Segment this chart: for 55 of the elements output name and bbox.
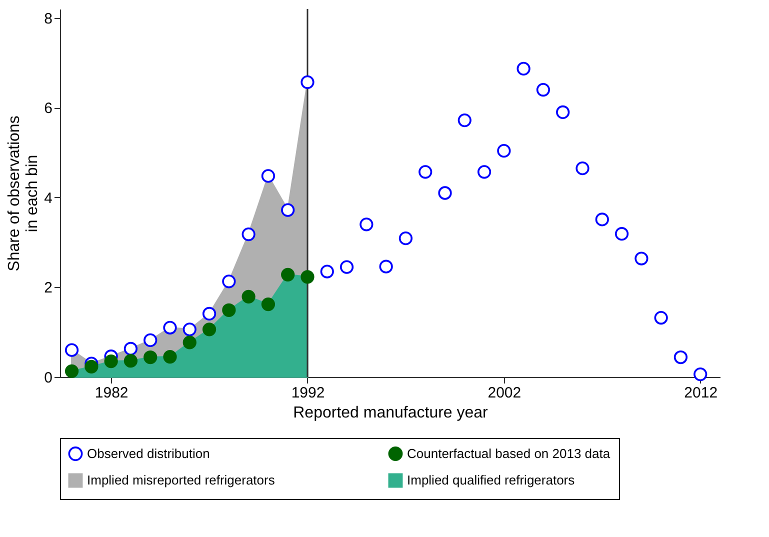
x-tick-label: 2002 — [488, 384, 522, 402]
x-tick-label: 1982 — [94, 384, 128, 402]
point — [64, 343, 79, 357]
point — [418, 165, 432, 179]
point — [654, 310, 668, 325]
y-axis-title: Share of observations in each bin — [6, 116, 42, 272]
legend-label: Observed distribution — [87, 446, 210, 461]
point — [674, 350, 688, 364]
y-tick-label: 0 — [44, 370, 52, 386]
point — [261, 169, 276, 183]
point — [124, 354, 138, 368]
y-tick-label: 6 — [44, 100, 52, 118]
point — [438, 186, 452, 200]
x-tick-label: 1992 — [291, 384, 325, 402]
y-tick-label: 8 — [44, 10, 52, 28]
point — [516, 62, 530, 76]
point — [182, 336, 196, 350]
point — [300, 75, 314, 89]
point — [300, 270, 314, 284]
point — [340, 260, 354, 274]
x-axis-title: Reported manufacture year — [293, 404, 489, 422]
point — [222, 274, 236, 288]
legend-label: Implied misreported refrigerators — [87, 472, 276, 488]
point — [320, 264, 334, 278]
point — [595, 212, 609, 226]
point — [202, 306, 216, 321]
point — [694, 368, 708, 382]
point — [182, 322, 196, 336]
point — [242, 290, 256, 304]
point — [64, 364, 79, 378]
point — [634, 252, 648, 266]
point — [144, 333, 158, 348]
point — [163, 350, 177, 364]
y-tick-label: 2 — [44, 280, 52, 297]
point — [242, 227, 256, 242]
point — [576, 162, 590, 176]
point — [477, 165, 492, 179]
point — [360, 218, 374, 232]
point — [202, 322, 216, 336]
point — [281, 268, 295, 282]
point — [261, 297, 276, 312]
point — [379, 260, 393, 274]
point — [163, 320, 177, 334]
point — [104, 354, 118, 368]
point — [281, 203, 295, 217]
point — [556, 105, 570, 120]
point — [84, 360, 98, 374]
point — [144, 350, 158, 364]
legend-label: Counterfactual based on 2013 data — [407, 446, 611, 461]
legend-label: Implied qualified refrigerators — [407, 472, 576, 488]
point — [124, 342, 138, 356]
y-tick-label: 4 — [44, 190, 52, 207]
x-tick-label: 2012 — [684, 384, 718, 402]
point — [222, 303, 236, 317]
point — [497, 144, 511, 158]
